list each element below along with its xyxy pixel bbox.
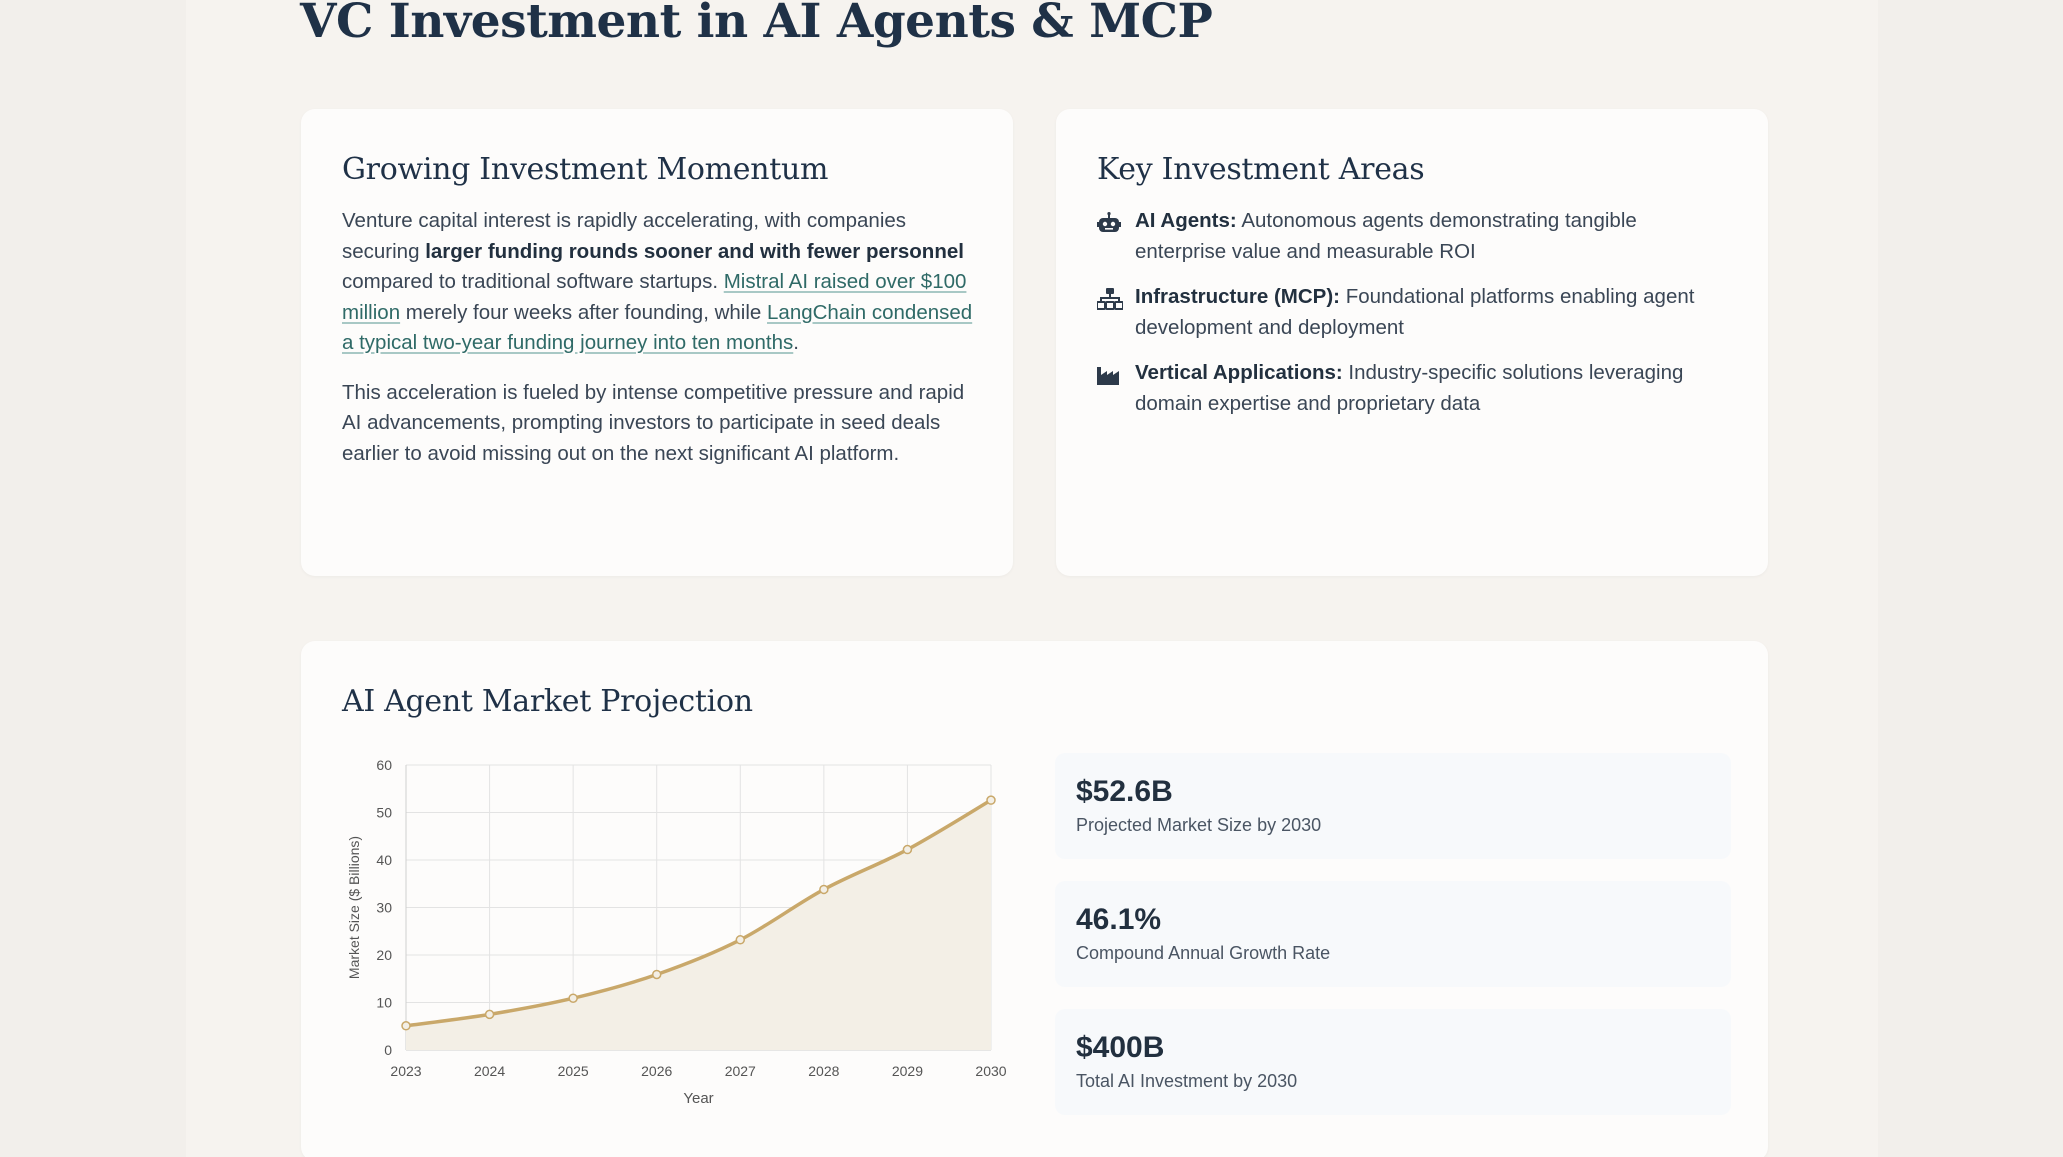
- momentum-text: merely four weeks after founding, while: [400, 300, 768, 324]
- x-tick-label: 2029: [892, 1063, 923, 1079]
- mistral-ai-link[interactable]: Mistral AI raised over $100 million: [342, 270, 967, 324]
- data-point: [986, 795, 996, 805]
- robot-icon: [1097, 206, 1135, 267]
- areas-list: AI Agents: Autonomous agents demonstrati…: [1096, 206, 1730, 419]
- x-tick-label: 2030: [975, 1063, 1006, 1079]
- series-line: [404, 798, 993, 1028]
- sitemap-icon: [1096, 282, 1135, 343]
- area-item-ai-agents: AI Agents: Autonomous agents demonstrati…: [1097, 206, 1730, 267]
- market-projection-card: AI Agent Market Projection 0 10 20 30 40 50 60…: [301, 641, 1768, 1157]
- areas-heading: Key Investment Areas: [1097, 152, 1425, 187]
- area-text: Infrastructure (MCP): Foundational platf…: [1135, 282, 1730, 343]
- x-axis-label: Year: [683, 1090, 713, 1107]
- stat-label: Total AI Investment by 2030: [1076, 1071, 1298, 1091]
- stat-value: $400B: [1076, 1031, 1165, 1064]
- data-point: [902, 844, 913, 855]
- area-title: Infrastructure (MCP):: [1135, 285, 1341, 308]
- x-tick-label: 2024: [474, 1063, 505, 1079]
- data-point: [568, 993, 578, 1003]
- market-projection-chart: 0 10 20 30 40 50 60 2023 2024 2025 2026 2027 2028 202…: [339, 741, 1029, 1141]
- area-title: Vertical Applications:: [1135, 361, 1343, 384]
- area-text: Vertical Applications: Industry-specific…: [1135, 358, 1730, 419]
- area-description: Foundational platforms enabling agent de…: [1135, 285, 1695, 339]
- y-tick-label: 20: [376, 947, 392, 963]
- stat-label: Compound Annual Growth Rate: [1076, 943, 1331, 963]
- stat-label: Projected Market Size by 2030: [1076, 815, 1322, 835]
- langchain-link[interactable]: LangChain condensed a typical two-year f…: [342, 300, 973, 355]
- area-item-vertical-applications: Vertical Applications: Industry-specific…: [1097, 358, 1730, 419]
- stat-value: 46.1%: [1076, 903, 1162, 936]
- area-title: AI Agents:: [1135, 209, 1237, 232]
- area-description: Industry-specific solutions leveraging d…: [1135, 361, 1684, 415]
- momentum-text: compared to traditional software startup…: [342, 270, 724, 293]
- x-tick-label: 2023: [390, 1063, 421, 1079]
- data-point: [401, 1021, 411, 1031]
- series-area: [406, 800, 991, 1050]
- investment-areas-card: Key Investment Areas AI Agents: Autonomo…: [1056, 109, 1768, 576]
- momentum-text: Venture capital interest is rapidly acce…: [342, 209, 907, 263]
- stat-value: $52.6B: [1076, 775, 1173, 808]
- y-tick-label: 30: [376, 900, 392, 916]
- y-tick-label: 40: [376, 852, 392, 868]
- x-tick-label: 2025: [558, 1063, 589, 1079]
- page-title: VC Investment in AI Agents & MCP: [300, 0, 1213, 49]
- momentum-bold-text: larger funding rounds sooner and with fe…: [425, 239, 964, 263]
- momentum-paragraph-1: Venture capital interest is rapidly acce…: [342, 206, 975, 359]
- projection-heading: AI Agent Market Projection: [342, 684, 753, 719]
- x-tick-label: 2026: [641, 1063, 672, 1079]
- momentum-heading: Growing Investment Momentum: [342, 152, 829, 187]
- stat-total-investment: $400B Total AI Investment by 2030: [1055, 1009, 1731, 1115]
- x-tick-label: 2028: [808, 1063, 839, 1079]
- momentum-paragraph-2: This acceleration is fueled by intense c…: [342, 380, 965, 465]
- y-tick-label: 0: [384, 1042, 392, 1058]
- y-tick-label: 10: [376, 995, 392, 1011]
- industry-icon: [1097, 358, 1135, 419]
- area-description: Autonomous agents demonstrating tangible…: [1135, 209, 1637, 263]
- x-tick-label: 2027: [725, 1063, 756, 1079]
- area-item-infrastructure: Infrastructure (MCP): Foundational platf…: [1096, 282, 1730, 343]
- data-point: [819, 884, 829, 895]
- investment-momentum-card: Growing Investment Momentum Venture capi…: [301, 109, 1013, 576]
- momentum-text: .: [793, 331, 799, 354]
- y-tick-label: 50: [376, 805, 392, 821]
- data-point: [735, 935, 746, 945]
- data-point: [651, 969, 662, 980]
- data-point: [484, 1009, 495, 1020]
- y-tick-label: 60: [376, 757, 392, 773]
- area-text: AI Agents: Autonomous agents demonstrati…: [1135, 206, 1730, 267]
- stat-cagr: 46.1% Compound Annual Growth Rate: [1055, 881, 1731, 987]
- y-axis-label: Market Size ($ Billions): [346, 836, 362, 979]
- stat-market-size: $52.6B Projected Market Size by 2030: [1055, 753, 1731, 859]
